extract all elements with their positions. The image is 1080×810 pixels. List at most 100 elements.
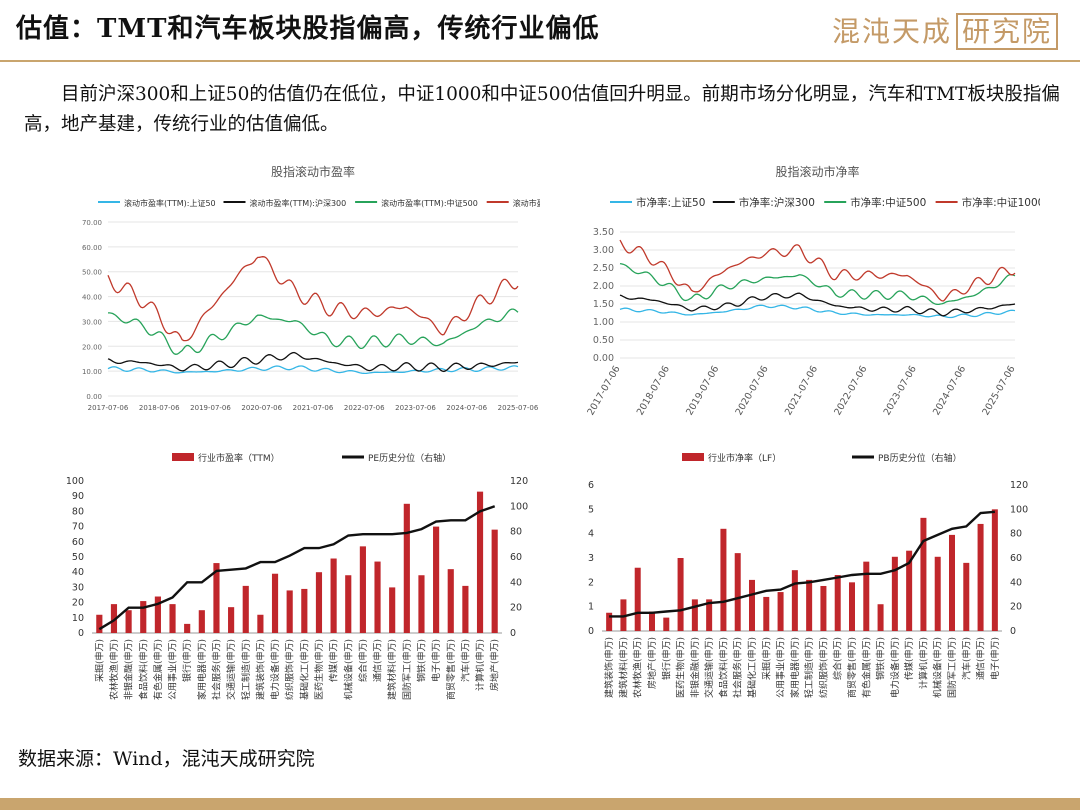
x-tick-label: 2017-07-06 — [585, 364, 622, 417]
y2-tick-label: 80 — [510, 527, 522, 538]
legend-label: PE历史分位（右轴） — [368, 452, 451, 464]
y2-tick-label: 120 — [510, 476, 528, 487]
data-source: 数据来源：Wind，混沌天成研究院 — [18, 748, 315, 770]
bar — [242, 585, 249, 633]
y2-tick-label: 100 — [1010, 504, 1028, 515]
bar — [418, 575, 425, 633]
x-category-label: 有色金属(申万) — [860, 637, 872, 698]
legend-label: 市净率:中证1000 — [962, 196, 1040, 209]
bar — [257, 614, 264, 633]
x-tick-label: 2024-07-06 — [446, 404, 487, 412]
x-category-label: 国防军工(申万) — [401, 639, 413, 700]
legend-label: 行业市盈率（TTM） — [198, 452, 280, 464]
x-category-label: 综合(申万) — [832, 637, 844, 680]
x-category-label: 基础化工(申万) — [298, 639, 310, 700]
y2-tick-label: 60 — [510, 552, 522, 563]
y-tick-label: 40.00 — [82, 294, 102, 302]
x-category-label: 轻工制造(申万) — [240, 639, 252, 700]
bar — [403, 503, 410, 633]
x-category-label: 社会服务(申万) — [210, 639, 222, 700]
bar — [169, 604, 176, 633]
legend-swatch — [682, 453, 704, 461]
y2-tick-label: 0 — [510, 628, 516, 639]
y2-tick-label: 40 — [510, 577, 522, 588]
x-category-label: 商贸零售(申万) — [846, 637, 858, 698]
bar — [154, 596, 161, 633]
footer-bar — [0, 798, 1080, 810]
bar — [863, 561, 870, 631]
x-category-label: 机械设备(申万) — [932, 637, 944, 698]
y-tick-label: 0 — [588, 626, 594, 637]
y-tick-label: 70.00 — [82, 219, 102, 227]
bar — [734, 553, 741, 631]
x-category-label: 交通运输(申万) — [225, 639, 237, 700]
bar — [720, 528, 727, 631]
bar — [677, 558, 684, 631]
y-tick-label: 5 — [588, 504, 594, 515]
series-line — [107, 256, 519, 342]
x-category-label: 综合(申万) — [357, 639, 369, 682]
x-category-label: 电力设备(申万) — [269, 639, 281, 700]
x-tick-label: 2019-07-06 — [684, 364, 721, 417]
legend-label: 滚动市盈率(TTM):上证50 — [124, 198, 216, 208]
y-tick-label: 100 — [66, 476, 84, 487]
industry-pb-chart: 行业市净率（LF） PB历史分位（右轴）012345602040608010012… — [588, 452, 1028, 698]
bar — [849, 582, 855, 631]
series-line — [107, 351, 519, 373]
x-category-label: 农林牧渔(申万) — [108, 639, 120, 700]
bar — [820, 585, 827, 631]
y-tick-label: 10.00 — [82, 368, 102, 376]
y-tick-label: 50.00 — [82, 269, 102, 277]
x-tick-label: 2023-07-06 — [882, 364, 919, 417]
x-category-label: 家用电器(申万) — [789, 637, 801, 698]
x-category-label: 有色金属(申万) — [152, 639, 164, 700]
bar — [345, 575, 352, 633]
y-tick-label: 2 — [588, 577, 594, 588]
y-tick-label: 30 — [72, 582, 84, 593]
legend-label: 滚动市盈率(TTM):中证1000 — [513, 198, 540, 208]
x-category-label: 医药生物(申万) — [313, 639, 325, 700]
x-category-label: 采掘(申万) — [93, 639, 105, 682]
percentile-line — [609, 510, 996, 618]
x-category-label: 汽车(申万) — [459, 639, 471, 682]
bar — [433, 526, 440, 633]
y2-tick-label: 20 — [1010, 602, 1022, 613]
x-tick-label: 2020-07-06 — [241, 404, 282, 412]
x-category-label: 建筑材料(申万) — [386, 639, 398, 700]
x-tick-label: 2019-07-06 — [190, 404, 231, 412]
logo-text: 混沌天成 — [831, 15, 952, 48]
y-tick-label: 3.00 — [593, 245, 614, 256]
x-category-label: 公用事业(申万) — [775, 637, 787, 698]
y-tick-label: 0.00 — [593, 353, 614, 364]
logo-box-text: 研究院 — [955, 13, 1058, 50]
x-category-label: 房地产(申万) — [489, 639, 501, 691]
bar — [634, 567, 641, 631]
x-tick-label: 2023-07-06 — [395, 404, 436, 412]
legend-label: 市净率:中证500 — [850, 196, 926, 209]
y-tick-label: 4 — [588, 529, 594, 540]
x-category-label: 传媒(申万) — [328, 639, 340, 682]
y-tick-label: 0.00 — [86, 393, 102, 401]
legend-swatch — [172, 453, 194, 461]
x-category-label: 非银金融(申万) — [123, 639, 135, 700]
x-tick-label: 2020-07-06 — [734, 364, 771, 417]
series-line — [619, 239, 1016, 302]
x-category-label: 商贸零售(申万) — [445, 639, 457, 700]
bar — [374, 561, 381, 633]
bar — [834, 575, 841, 631]
percentile-line — [98, 505, 496, 631]
x-tick-label: 2022-07-06 — [832, 364, 869, 417]
x-category-label: 通信(申万) — [975, 637, 987, 680]
series-line — [619, 304, 1016, 319]
bar — [330, 558, 337, 633]
x-category-label: 交通运输(申万) — [703, 637, 715, 698]
y-tick-label: 20.00 — [82, 343, 102, 351]
x-category-label: 电力设备(申万) — [889, 637, 901, 698]
y2-tick-label: 120 — [1010, 480, 1028, 491]
y-tick-label: 2.50 — [593, 263, 614, 274]
bar — [286, 590, 293, 633]
bar — [777, 592, 784, 631]
x-tick-label: 2025-07-06 — [980, 364, 1017, 417]
x-category-label: 机械设备(申万) — [342, 639, 354, 700]
